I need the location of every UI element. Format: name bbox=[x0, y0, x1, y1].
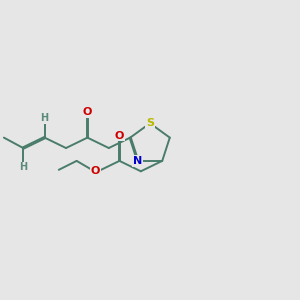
Text: S: S bbox=[146, 118, 154, 128]
Text: O: O bbox=[83, 107, 92, 117]
Text: N: N bbox=[133, 156, 142, 166]
Text: O: O bbox=[115, 130, 124, 141]
Text: H: H bbox=[19, 162, 27, 172]
Text: H: H bbox=[40, 113, 49, 123]
Text: O: O bbox=[91, 166, 100, 176]
